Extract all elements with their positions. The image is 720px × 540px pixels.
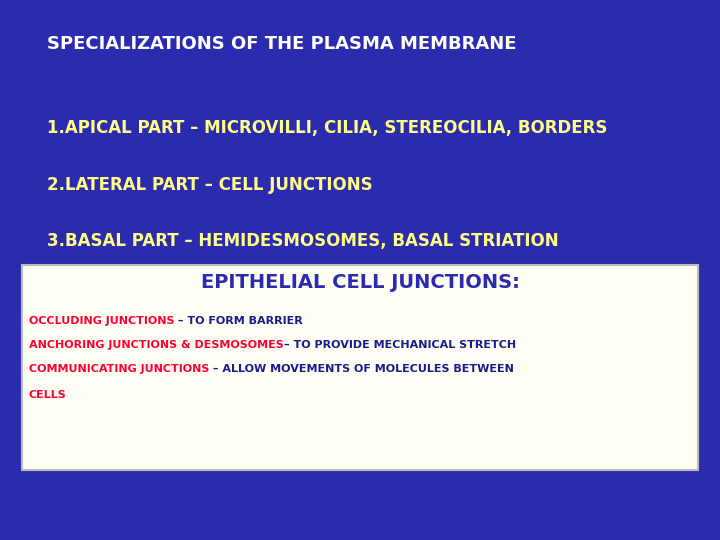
Text: 3.BASAL PART – HEMIDESMOSOMES, BASAL STRIATION: 3.BASAL PART – HEMIDESMOSOMES, BASAL STR…: [47, 232, 559, 250]
FancyBboxPatch shape: [22, 265, 698, 470]
Text: – ALLOW MOVEMENTS OF MOLECULES BETWEEN: – ALLOW MOVEMENTS OF MOLECULES BETWEEN: [210, 364, 514, 375]
Text: COMMUNICATING JUNCTIONS: COMMUNICATING JUNCTIONS: [29, 364, 210, 375]
Text: SPECIALIZATIONS OF THE PLASMA MEMBRANE: SPECIALIZATIONS OF THE PLASMA MEMBRANE: [47, 35, 516, 53]
Text: – TO PROVIDE MECHANICAL STRETCH: – TO PROVIDE MECHANICAL STRETCH: [284, 340, 516, 350]
Text: CELLS: CELLS: [29, 390, 66, 400]
Text: EPITHELIAL CELL JUNCTIONS:: EPITHELIAL CELL JUNCTIONS:: [201, 273, 519, 292]
Text: 1.APICAL PART – MICROVILLI, CILIA, STEREOCILIA, BORDERS: 1.APICAL PART – MICROVILLI, CILIA, STERE…: [47, 119, 607, 137]
Text: OCCLUDING JUNCTIONS: OCCLUDING JUNCTIONS: [29, 316, 174, 326]
Text: ANCHORING JUNCTIONS & DESMOSOMES: ANCHORING JUNCTIONS & DESMOSOMES: [29, 340, 284, 350]
Text: – TO FORM BARRIER: – TO FORM BARRIER: [174, 316, 303, 326]
Text: 2.LATERAL PART – CELL JUNCTIONS: 2.LATERAL PART – CELL JUNCTIONS: [47, 176, 372, 193]
